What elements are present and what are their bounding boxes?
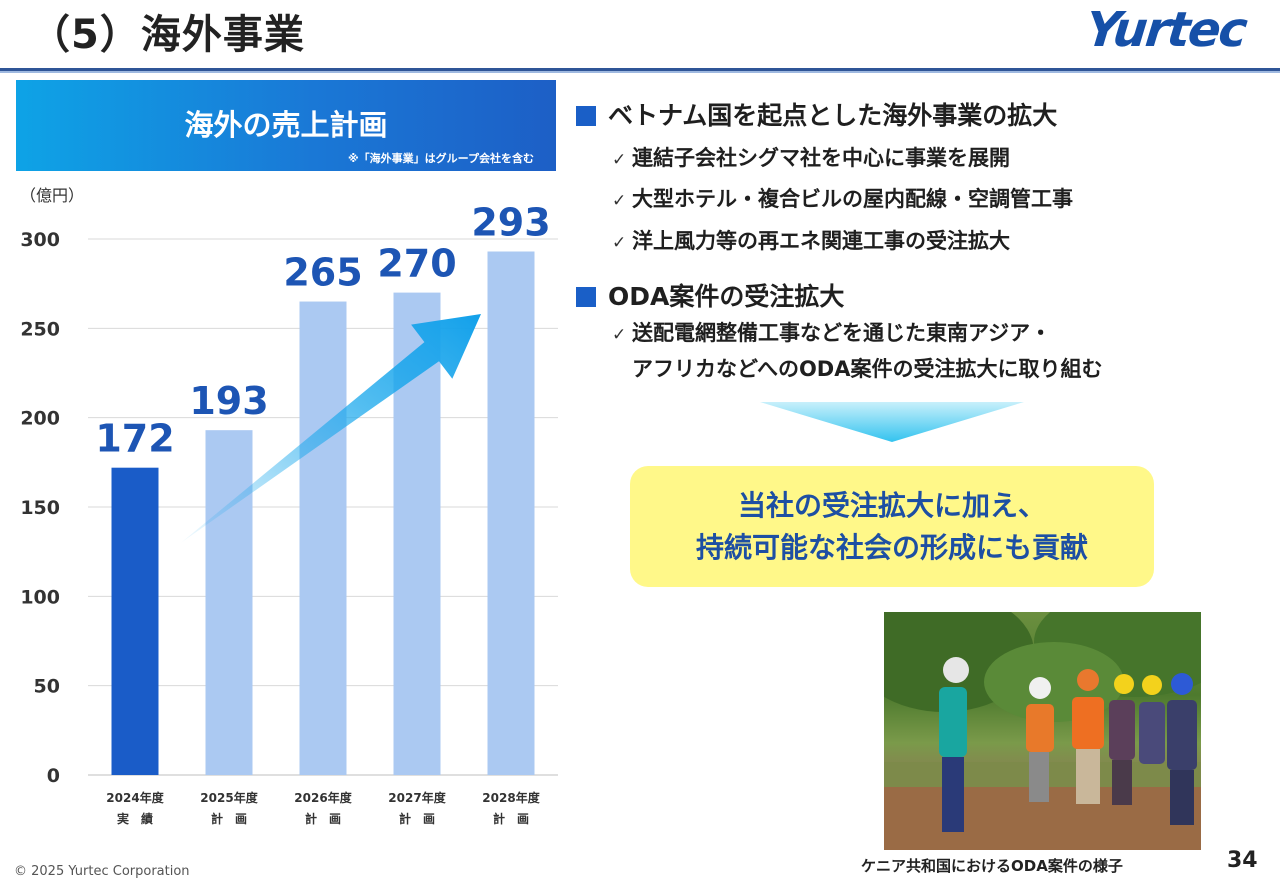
x-tick-sublabel: 計 画: [305, 811, 341, 826]
bullet-text: 連結子会社シグマ社を中心に事業を展開: [632, 146, 1010, 170]
y-tick-label: 250: [20, 318, 60, 340]
square-bullet-icon: [576, 287, 596, 307]
header-divider-light: [0, 71, 1280, 73]
y-tick-label: 100: [20, 586, 60, 608]
header-divider: [0, 68, 1280, 71]
check-icon: ✓: [612, 325, 627, 345]
y-tick-label: 50: [34, 676, 60, 698]
bullet-text: 洋上風力等の再エネ関連工事の受注拡大: [632, 229, 1010, 253]
chart-banner: 海外の売上計画 ※「海外事業」はグループ会社を含む: [16, 80, 556, 171]
callout-line-1: 当社の受注拡大に加え、: [737, 488, 1046, 522]
x-tick-label: 2028年度: [482, 790, 540, 805]
section-heading-text: ベトナム国を起点とした海外事業の拡大: [608, 101, 1058, 130]
x-tick-label: 2027年度: [388, 790, 446, 805]
bullet-text: 送配電網整備工事などを通じた東南アジア・: [632, 321, 1052, 345]
x-tick-sublabel: 計 画: [493, 811, 529, 826]
section-heading-overseas: ベトナム国を起点とした海外事業の拡大: [576, 96, 1057, 132]
site-photo: [884, 612, 1201, 850]
data-label: 293: [471, 201, 550, 245]
bullet-item: ✓ 連結子会社シグマ社を中心に事業を展開: [612, 142, 1010, 172]
check-icon: ✓: [612, 233, 627, 253]
callout-box: 当社の受注拡大に加え、 持続可能な社会の形成にも貢献: [630, 466, 1154, 587]
chart-note: ※「海外事業」はグループ会社を含む: [347, 152, 534, 165]
x-tick-label: 2026年度: [294, 790, 352, 805]
section-heading-text: ODA案件の受注拡大: [608, 282, 845, 311]
bar-2025年度: [205, 430, 253, 775]
bullet-item: ✓ 洋上風力等の再エネ関連工事の受注拡大: [612, 225, 1010, 255]
y-axis-label: （億円）: [20, 186, 84, 205]
bullet-item: ✓ 大型ホテル・複合ビルの屋内配線・空調管工事: [612, 183, 1073, 213]
bullet-item: ✓ 送配電網整備工事などを通じた東南アジア・: [612, 317, 1051, 347]
bullet-text: 大型ホテル・複合ビルの屋内配線・空調管工事: [632, 187, 1073, 211]
bar-2024年度: [111, 467, 159, 775]
down-arrow-icon: [760, 402, 1024, 442]
y-axis: 0 50 100 150 200 250 300: [20, 229, 60, 787]
x-tick-label: 2024年度: [106, 790, 164, 805]
x-tick-sublabel: 計 画: [211, 811, 247, 826]
data-label: 270: [377, 242, 456, 286]
y-tick-label: 200: [20, 408, 60, 430]
data-label: 172: [95, 417, 174, 461]
x-tick-sublabel: 計 画: [399, 811, 435, 826]
photo-caption: ケニア共和国におけるODA案件の様子: [861, 857, 1123, 875]
callout-line-2: 持続可能な社会の形成にも貢献: [695, 530, 1088, 564]
check-icon: ✓: [612, 150, 627, 170]
chart-grid: [88, 238, 558, 776]
trend-arrow: [181, 314, 481, 543]
chart-title: 海外の売上計画: [184, 108, 388, 142]
check-icon: ✓: [612, 191, 627, 211]
data-label: 265: [283, 251, 362, 295]
data-label: 193: [189, 379, 268, 423]
bar-2028年度: [487, 251, 535, 776]
data-labels: 172 193 265 270 293: [95, 201, 550, 461]
page-title: （5）海外事業: [30, 12, 305, 58]
x-tick-sublabel: 実 績: [117, 811, 153, 826]
square-bullet-icon: [576, 106, 596, 126]
y-tick-label: 300: [20, 229, 60, 251]
y-tick-label: 150: [20, 497, 60, 519]
copyright: © 2025 Yurtec Corporation: [14, 864, 190, 879]
bullet-text-continued: アフリカなどへのODA案件の受注拡大に取り組む: [632, 357, 1103, 381]
workers-photo-illustration: [884, 612, 1201, 850]
section-heading-oda: ODA案件の受注拡大: [576, 277, 844, 313]
page-number: 34: [1227, 848, 1258, 873]
x-tick-label: 2025年度: [200, 790, 258, 805]
y-tick-label: 0: [47, 765, 60, 787]
bar-2026年度: [299, 301, 347, 775]
company-logo: Yurtec: [1083, 2, 1249, 58]
